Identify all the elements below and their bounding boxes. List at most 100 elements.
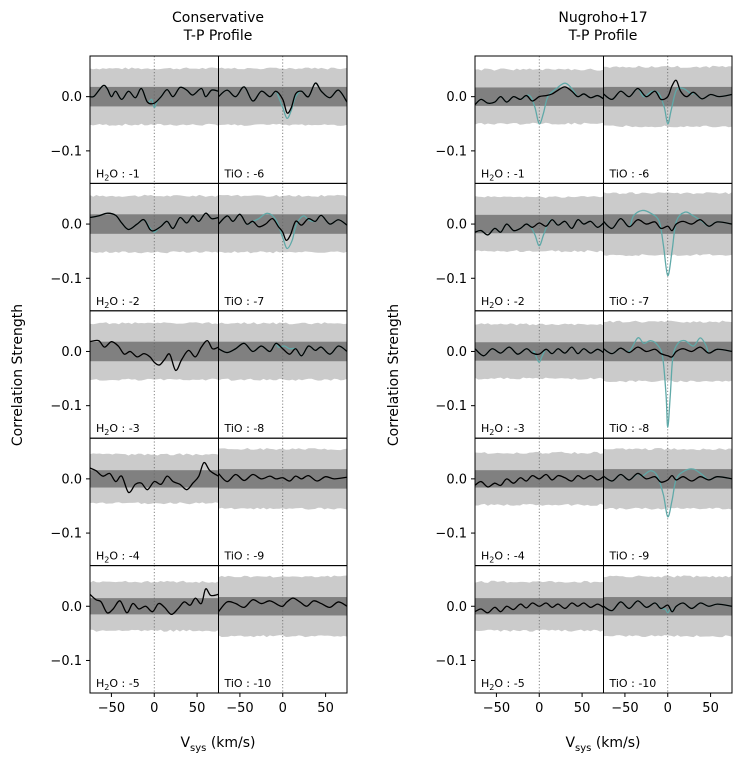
y-tick-label: 0.0	[446, 345, 467, 360]
subplot-0-3-left: 0.0 −0.1 H2O : -4	[50, 437, 219, 567]
molecule-separator: :	[628, 295, 639, 308]
left-panel-title-line1: Conservative	[172, 10, 264, 26]
molecule-name-rest: O	[109, 167, 118, 180]
subplot-plot-area	[475, 565, 604, 693]
observed-ccf-line	[90, 339, 219, 372]
molecule-subscript: 2	[104, 301, 109, 310]
molecule-separator: :	[118, 677, 129, 690]
abundance-value: -9	[253, 550, 264, 563]
x-tick-label: −50	[611, 701, 638, 716]
observed-ccf-line	[475, 86, 604, 106]
subplot-1-1-right: TiO : -7	[603, 182, 733, 312]
molecule-label: TiO : -8	[609, 422, 650, 435]
molecule-label: H2O : -4	[481, 550, 525, 565]
subplot-plot-area	[218, 565, 347, 693]
molecule-name: TiO	[224, 295, 243, 308]
observed-ccf-line	[90, 84, 219, 105]
molecule-label: H2O : -2	[96, 295, 140, 310]
subplot-1-3-left: 0.0 −0.1 H2O : -4	[435, 437, 604, 567]
y-tick-label: −0.1	[435, 272, 467, 287]
molecule-name: TiO	[224, 167, 243, 180]
observed-ccf-line	[218, 472, 347, 483]
subplot-0-1-right: TiO : -7	[218, 182, 348, 312]
abundance-value: -5	[129, 677, 140, 690]
molecule-name-rest: O	[494, 295, 503, 308]
x-label-units: (km/s)	[211, 735, 256, 751]
sigma1-band	[475, 342, 604, 361]
subplot-1-3-right: TiO : -9	[603, 437, 733, 567]
subplot-plot-area	[90, 438, 219, 566]
molecule-separator: :	[243, 550, 254, 563]
molecule-separator: :	[628, 677, 639, 690]
molecule-separator: :	[118, 167, 129, 180]
observed-ccf-line	[90, 588, 219, 616]
x-tick-label: −50	[98, 701, 125, 716]
molecule-label: TiO : -9	[609, 550, 650, 563]
subplot-1-4-right: −50 0 50 TiO : -10	[603, 565, 733, 716]
molecule-separator: :	[118, 295, 129, 308]
subplot-0-4-right: −50 0 50 TiO : -10	[218, 565, 348, 716]
x-tick-label: 0	[279, 701, 287, 716]
molecule-label: H2O : -4	[96, 550, 140, 565]
molecule-subscript: 2	[489, 428, 494, 437]
observed-ccf-line	[475, 602, 604, 614]
molecule-label: H2O : -2	[481, 295, 525, 310]
molecule-name-rest: O	[494, 422, 503, 435]
observed-ccf-line	[218, 82, 347, 114]
sigma1-band	[90, 470, 219, 488]
molecule-subscript: 2	[489, 173, 494, 182]
y-tick-label: 0.0	[446, 472, 467, 487]
subplot-plot-area	[218, 183, 347, 311]
observed-ccf-line	[603, 346, 732, 358]
molecule-label: TiO : -7	[609, 295, 650, 308]
subplot-plot-area	[90, 565, 219, 693]
x-tick-label: 50	[574, 701, 591, 716]
molecule-subscript: 2	[104, 556, 109, 565]
molecule-label: H2O : -5	[96, 677, 140, 692]
molecule-label: TiO : -9	[224, 550, 265, 563]
molecule-name: TiO	[609, 295, 628, 308]
y-tick-label: −0.1	[50, 527, 82, 542]
y-tick-label: 0.0	[61, 218, 82, 233]
abundance-value: -2	[514, 295, 525, 308]
molecule-label: TiO : -10	[609, 677, 657, 690]
molecule-label: H2O : -3	[96, 422, 140, 437]
y-tick-label: 0.0	[61, 472, 82, 487]
subplot-plot-area	[218, 438, 347, 566]
subplot-0-4-left: 0.0 −0.1 −50 0 50 H2O : -5	[50, 565, 219, 716]
subplot-1-2-left: 0.0 −0.1 H2O : -3	[435, 310, 604, 439]
sigma1-band	[90, 341, 219, 362]
molecule-name: H	[481, 295, 489, 308]
x-label-main: V	[180, 735, 190, 751]
y-tick-label: −0.1	[435, 654, 467, 669]
molecule-name: H	[481, 550, 489, 563]
abundance-value: -8	[253, 422, 264, 435]
observed-ccf-line	[475, 219, 604, 236]
observed-ccf-line	[475, 473, 604, 488]
y-tick-label: −0.1	[50, 654, 82, 669]
x-tick-label: −50	[483, 701, 510, 716]
subplot-1-4-left: 0.0 −0.1 −50 0 50 H2O : -5	[435, 565, 604, 716]
x-tick-label: 0	[664, 701, 672, 716]
subplot-0-2-right: TiO : -8	[218, 310, 348, 439]
x-tick-label: 50	[189, 701, 206, 716]
observed-ccf-line	[218, 342, 347, 357]
abundance-value: -6	[253, 167, 264, 180]
abundance-value: -1	[514, 167, 525, 180]
sigma1-band	[90, 86, 219, 107]
molecule-name: TiO	[609, 167, 628, 180]
molecule-name: H	[481, 167, 489, 180]
subplot-plot-area	[218, 310, 347, 439]
molecule-label: TiO : -7	[224, 295, 265, 308]
observed-ccf-line	[90, 461, 219, 494]
subplot-plot-area	[475, 56, 604, 184]
subplot-0-0-left: 0.0 −0.1 H2O : -1	[50, 55, 219, 184]
molecule-name: H	[481, 677, 489, 690]
molecule-separator: :	[243, 167, 254, 180]
molecule-name: TiO	[609, 677, 628, 690]
molecule-subscript: 2	[489, 301, 494, 310]
y-tick-label: 0.0	[61, 345, 82, 360]
molecule-name-rest: O	[109, 677, 118, 690]
subplot-plot-area	[475, 310, 604, 439]
abundance-value: -6	[638, 167, 649, 180]
